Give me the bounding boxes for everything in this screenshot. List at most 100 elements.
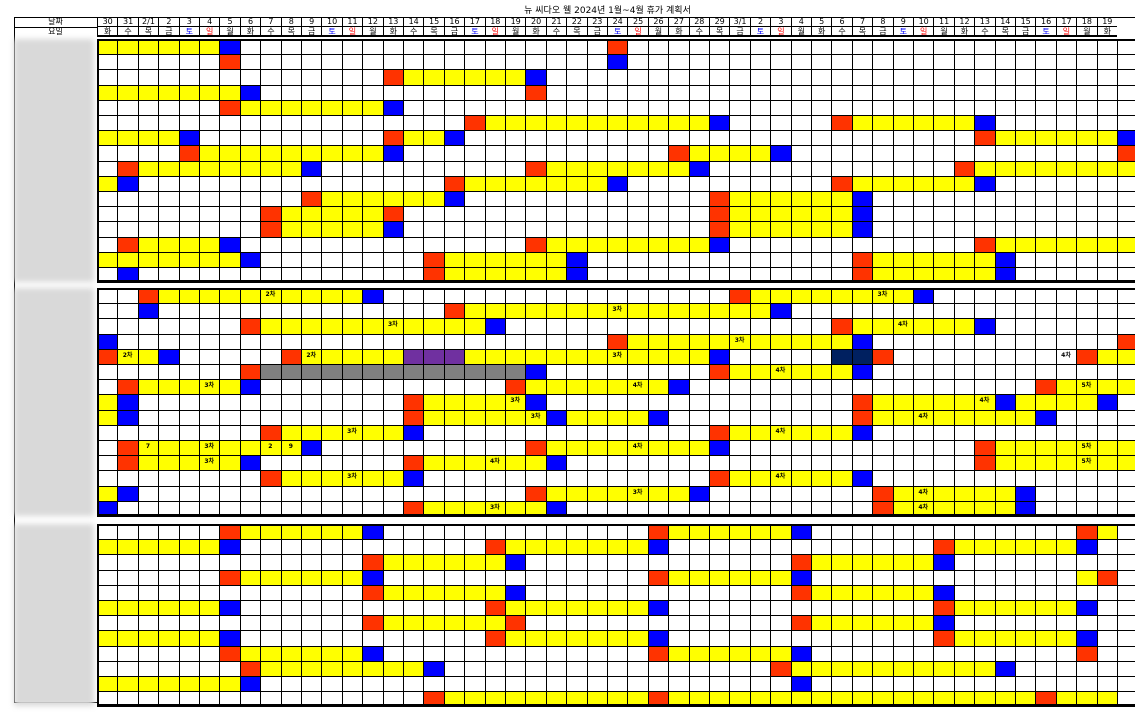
weekday-header: 화 xyxy=(239,27,261,37)
date-header: 18 xyxy=(1076,17,1097,27)
date-header: 10 xyxy=(321,17,342,27)
vacation-round-label: 3차 xyxy=(204,458,215,466)
weekday-header: 목 xyxy=(851,27,873,37)
vacation-round-label: 9 xyxy=(288,443,293,450)
date-header: 17 xyxy=(464,17,485,27)
weekday-header: 목 xyxy=(280,27,301,37)
date-header: 11 xyxy=(341,17,363,27)
section-frame xyxy=(97,39,1135,283)
weekday-header: 금 xyxy=(301,27,322,37)
weekday-header: 일 xyxy=(1055,27,1077,37)
date-header: 5 xyxy=(219,17,240,27)
weekday-header: 토 xyxy=(464,27,485,37)
weekday-header: 화 xyxy=(1096,27,1117,37)
weekday-header: 수 xyxy=(260,27,281,37)
weekday-row-label: 요일 xyxy=(48,27,63,36)
date-header: 13 xyxy=(974,17,995,27)
weekday-header: 수 xyxy=(545,27,567,37)
weekday-header: 토 xyxy=(178,27,199,37)
date-header: 2/1 xyxy=(137,17,159,27)
blurred-name-block xyxy=(14,288,94,516)
date-header: 8 xyxy=(280,17,301,27)
weekday-header: 월 xyxy=(505,27,526,37)
weekday-header: 토 xyxy=(749,27,771,37)
vacation-round-label: 2차 xyxy=(265,291,276,298)
weekday-header: 금 xyxy=(872,27,893,37)
date-header: 15 xyxy=(1015,17,1036,27)
date-header: 3 xyxy=(770,17,791,27)
weekday-header: 일 xyxy=(627,27,648,37)
vacation-round-label: 2차 xyxy=(306,351,317,359)
weekday-header: 금 xyxy=(158,27,179,37)
weekday-header: 토 xyxy=(321,27,342,37)
weekday-header: 수 xyxy=(403,27,424,37)
weekday-header: 수 xyxy=(831,27,852,37)
vacation-round-label: 3차 xyxy=(489,503,500,511)
date-header: 2 xyxy=(749,17,771,27)
date-header: 31 xyxy=(117,17,138,27)
date-header: 6 xyxy=(239,17,261,27)
date-header: 8 xyxy=(872,17,893,27)
weekday-header: 목 xyxy=(137,27,159,37)
date-header: 14 xyxy=(994,17,1015,27)
date-header: 18 xyxy=(484,17,505,27)
vacation-round-label: 3차 xyxy=(612,351,623,359)
date-header: 7 xyxy=(851,17,873,27)
vacation-round-label: 4차 xyxy=(775,367,786,374)
weekday-header: 금 xyxy=(729,27,750,37)
date-header: 30 xyxy=(97,17,118,27)
vacation-round-label: 4차 xyxy=(775,473,786,481)
vacation-round-label: 3차 xyxy=(204,382,215,390)
weekday-header: 화 xyxy=(97,27,118,37)
weekday-header: 수 xyxy=(974,27,995,37)
vacation-round-label: 3차 xyxy=(877,291,888,298)
vacation-round-label: 3차 xyxy=(510,397,521,405)
weekday-header: 목 xyxy=(423,27,444,37)
vacation-round-label: 5차 xyxy=(1081,382,1092,390)
vacation-round-label: 7 xyxy=(145,443,151,450)
vacation-round-label: 2 xyxy=(268,443,273,450)
weekday-header: 일 xyxy=(913,27,934,37)
date-header: 5 xyxy=(811,17,832,27)
weekday-header: 월 xyxy=(647,27,669,37)
weekday-header: 토 xyxy=(1035,27,1056,37)
date-header: 13 xyxy=(382,17,403,27)
date-header: 14 xyxy=(403,17,424,27)
vacation-round-label: 5차 xyxy=(1081,458,1092,466)
date-header: 16 xyxy=(443,17,465,27)
vacation-round-label: 3차 xyxy=(530,412,541,420)
date-header: 25 xyxy=(627,17,648,27)
date-header: 10 xyxy=(913,17,934,27)
vacation-round-label: 3차 xyxy=(204,443,215,450)
date-header: 21 xyxy=(545,17,567,27)
weekday-header: 월 xyxy=(362,27,383,37)
weekday-header: 화 xyxy=(811,27,832,37)
weekday-header: 화 xyxy=(525,27,546,37)
weekday-header: 목 xyxy=(709,27,730,37)
weekday-header: 일 xyxy=(770,27,791,37)
vacation-round-label: 3차 xyxy=(347,473,357,481)
section-frame xyxy=(97,524,1135,707)
date-header: 6 xyxy=(831,17,852,27)
date-header: 3/1 xyxy=(729,17,750,27)
weekday-header: 수 xyxy=(688,27,709,37)
weekday-header: 월 xyxy=(790,27,811,37)
vacation-round-label: 4차 xyxy=(1061,351,1071,359)
weekday-header: 일 xyxy=(484,27,505,37)
date-header: 7 xyxy=(260,17,281,27)
vacation-round-label: 4차 xyxy=(979,397,990,405)
date-row-label: 날짜 xyxy=(14,17,97,28)
weekday-header: 월 xyxy=(933,27,954,37)
vacation-round-label: 3차 xyxy=(632,488,643,496)
date-header: 24 xyxy=(607,17,628,27)
vacation-round-label: 3차 xyxy=(347,427,357,435)
date-header: 2 xyxy=(158,17,179,27)
date-header: 23 xyxy=(586,17,607,27)
date-header: 29 xyxy=(709,17,730,27)
weekday-header: 토 xyxy=(607,27,628,37)
date-header: 4 xyxy=(199,17,220,27)
vacation-round-label: 4차 xyxy=(918,503,929,511)
sheet-title: 뉴 씨다오 웰 2024년 1월~4월 휴가 계획서 xyxy=(524,6,691,16)
vacation-round-label: 3차 xyxy=(612,306,623,314)
